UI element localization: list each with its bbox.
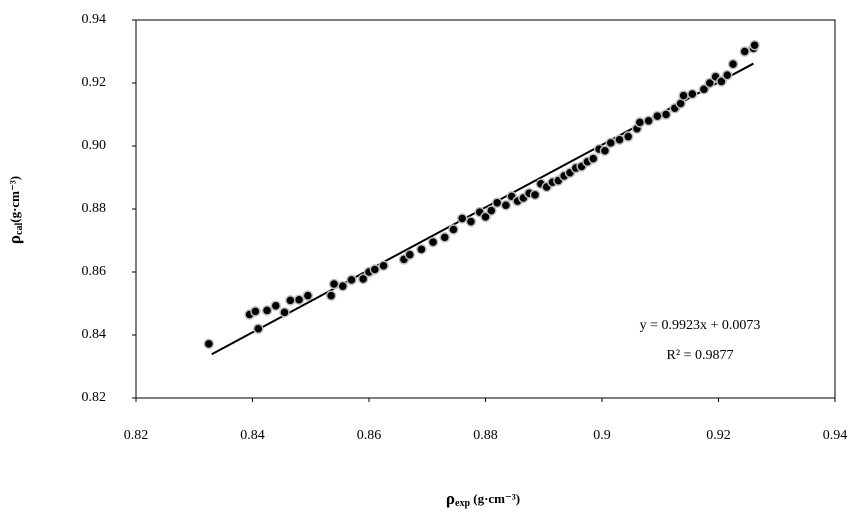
point — [652, 110, 663, 122]
x-tick-label: 0.84 — [240, 428, 265, 443]
point — [634, 117, 646, 128]
point — [337, 280, 349, 292]
x-subscript: exp — [455, 498, 470, 509]
point — [605, 137, 616, 149]
point — [704, 77, 716, 89]
point — [279, 307, 290, 318]
point — [491, 197, 503, 208]
point — [698, 84, 710, 95]
point — [622, 131, 634, 142]
point — [727, 58, 739, 70]
point — [253, 323, 264, 334]
point — [448, 224, 459, 235]
point — [325, 290, 337, 301]
point — [739, 46, 750, 57]
x-tick-label: 0.9 — [593, 428, 611, 443]
point — [203, 338, 215, 350]
point — [486, 205, 497, 216]
point — [660, 109, 672, 120]
point — [500, 199, 512, 211]
x-symbol: ρ — [446, 489, 455, 508]
point — [749, 39, 760, 51]
point — [427, 236, 439, 248]
point — [302, 290, 314, 301]
point — [678, 90, 689, 101]
x-tick-label: 0.92 — [706, 428, 731, 443]
point — [250, 306, 261, 317]
point — [599, 145, 611, 156]
point — [716, 76, 727, 87]
point — [346, 274, 357, 286]
point — [369, 264, 381, 275]
point — [439, 232, 450, 243]
point — [529, 189, 541, 201]
trend-equation: y = 0.9923x + 0.0073 — [640, 318, 761, 333]
point — [357, 273, 369, 285]
x-axis-title: ρexp (g·cm⁻³) — [446, 489, 520, 509]
point — [643, 115, 654, 127]
point — [687, 88, 698, 100]
y-tick-label: 0.82 — [82, 390, 107, 405]
point — [404, 249, 416, 260]
point — [261, 305, 273, 316]
y-unit: (g·cm⁻³) — [7, 176, 22, 223]
point — [465, 216, 477, 227]
y-tick-label: 0.94 — [82, 12, 107, 27]
y-tick-label: 0.90 — [82, 138, 107, 153]
x-tick-label: 0.86 — [357, 428, 382, 443]
r-squared: R² = 0.9877 — [667, 348, 734, 363]
x-tick-label: 0.88 — [473, 428, 498, 443]
y-tick-label: 0.84 — [82, 327, 107, 342]
y-axis-title: ρcal(g·cm⁻³) — [5, 176, 25, 244]
x-unit: (g·cm⁻³) — [470, 491, 520, 506]
y-subscript: cal — [14, 223, 25, 235]
point — [328, 278, 340, 290]
y-tick-label: 0.86 — [82, 264, 107, 279]
point — [416, 244, 427, 255]
y-tick-label: 0.92 — [82, 75, 107, 90]
x-tick-label: 0.82 — [124, 428, 149, 443]
point — [456, 213, 468, 224]
y-symbol: ρ — [5, 235, 24, 244]
point — [721, 69, 733, 81]
x-tick-label: 0.94 — [823, 428, 848, 443]
point — [285, 295, 296, 306]
point — [270, 300, 282, 311]
point — [588, 153, 599, 164]
y-tick-label: 0.88 — [82, 201, 107, 216]
point — [378, 260, 389, 271]
point — [614, 134, 625, 145]
point — [480, 211, 491, 223]
point — [293, 294, 305, 305]
